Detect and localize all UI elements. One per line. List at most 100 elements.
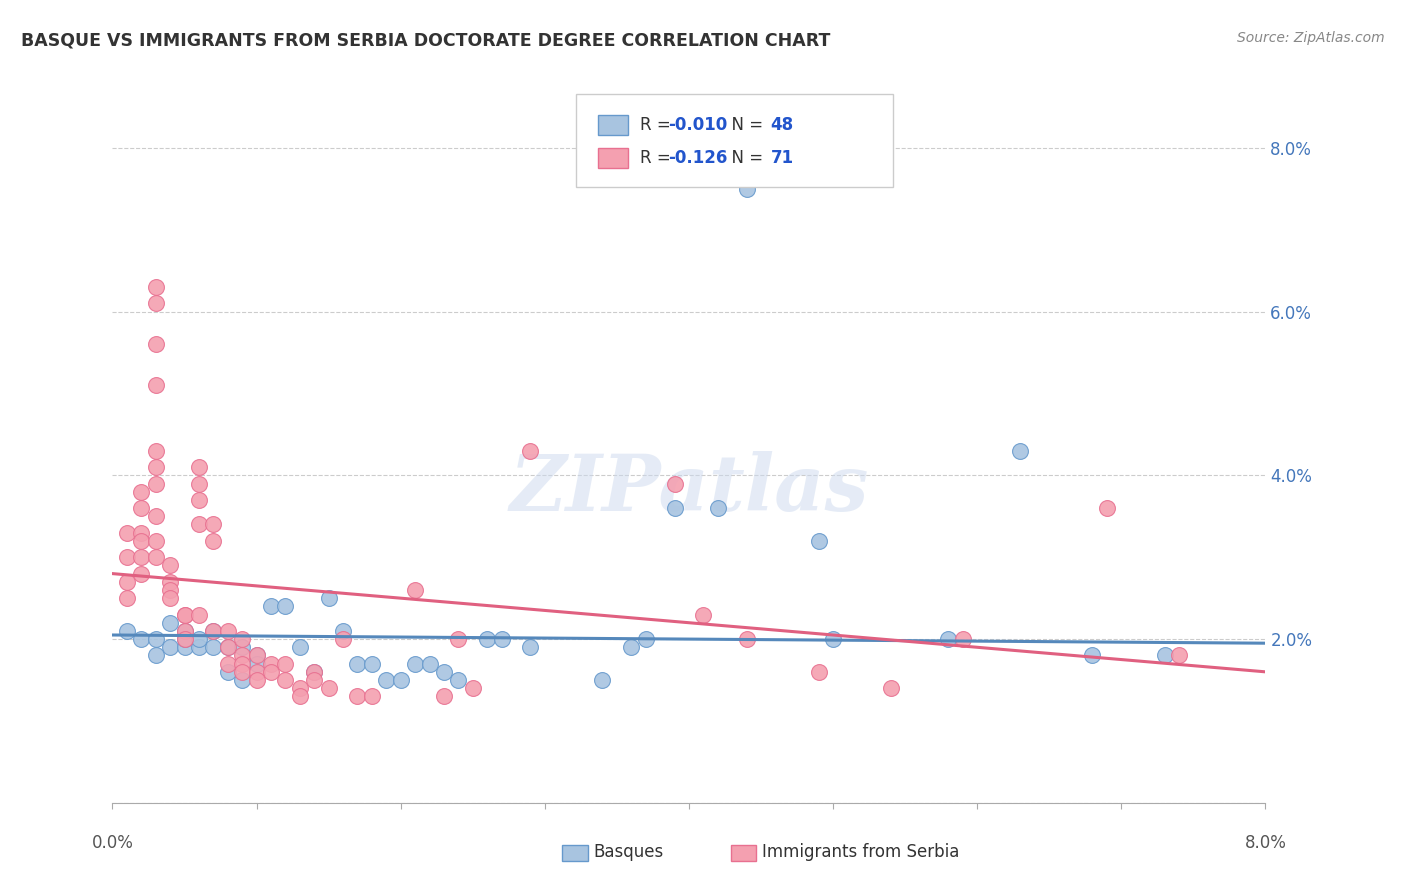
Text: -0.010: -0.010: [668, 116, 727, 134]
Point: [707, 501, 730, 516]
Text: BASQUE VS IMMIGRANTS FROM SERBIA DOCTORATE DEGREE CORRELATION CHART: BASQUE VS IMMIGRANTS FROM SERBIA DOCTORA…: [21, 31, 831, 49]
Text: 8.0%: 8.0%: [1244, 834, 1286, 852]
Point: [274, 673, 297, 687]
Point: [433, 665, 456, 679]
Point: [952, 632, 974, 646]
Point: [1095, 501, 1118, 516]
Point: [129, 484, 153, 499]
Point: [620, 640, 643, 655]
Point: [346, 657, 368, 671]
Point: [188, 492, 211, 507]
Point: [246, 648, 269, 663]
Point: [735, 182, 758, 196]
Text: N =: N =: [721, 149, 769, 167]
Point: [664, 476, 686, 491]
Point: [735, 632, 758, 646]
Point: [159, 591, 181, 606]
Point: [173, 624, 195, 638]
Point: [447, 673, 470, 687]
Point: [159, 615, 181, 630]
Point: [145, 443, 167, 458]
Point: [173, 607, 195, 622]
Point: [202, 533, 225, 548]
Point: [821, 632, 844, 646]
Point: [304, 665, 326, 679]
Point: [129, 550, 153, 565]
Point: [231, 665, 253, 679]
Point: [231, 640, 253, 655]
Point: [145, 378, 167, 392]
Point: [447, 632, 470, 646]
Point: [246, 648, 269, 663]
Point: [592, 673, 614, 687]
Point: [217, 640, 239, 655]
Point: [260, 665, 283, 679]
Point: [246, 673, 269, 687]
Point: [880, 681, 903, 696]
Point: [173, 632, 195, 646]
Point: [1167, 648, 1189, 663]
Point: [159, 640, 181, 655]
Point: [519, 640, 541, 655]
Point: [188, 517, 211, 532]
Point: [115, 550, 138, 565]
Point: [807, 533, 830, 548]
Point: [491, 632, 513, 646]
Point: [217, 657, 239, 671]
Point: [519, 443, 541, 458]
Point: [332, 632, 354, 646]
Point: [461, 681, 484, 696]
Point: [288, 690, 311, 704]
Point: [217, 624, 239, 638]
Point: [360, 657, 382, 671]
Point: [938, 632, 960, 646]
Point: [217, 640, 239, 655]
Point: [145, 337, 167, 351]
Point: [188, 460, 211, 475]
Point: [1081, 648, 1104, 663]
Point: [115, 525, 138, 540]
Point: [231, 648, 253, 663]
Point: [115, 591, 138, 606]
Point: [188, 640, 211, 655]
Point: [246, 665, 269, 679]
Point: [260, 657, 283, 671]
Point: [274, 657, 297, 671]
Point: [304, 665, 326, 679]
Point: [159, 582, 181, 597]
Point: [159, 574, 181, 589]
Point: [475, 632, 498, 646]
Point: [159, 558, 181, 573]
Text: R =: R =: [640, 149, 676, 167]
Point: [433, 690, 456, 704]
Point: [188, 476, 211, 491]
Text: 0.0%: 0.0%: [91, 834, 134, 852]
Point: [346, 690, 368, 704]
Text: ZIPatlas: ZIPatlas: [509, 451, 869, 528]
Point: [129, 525, 153, 540]
Point: [1153, 648, 1175, 663]
Point: [129, 566, 153, 581]
Point: [145, 460, 167, 475]
Point: [404, 657, 426, 671]
Point: [188, 632, 211, 646]
Point: [145, 296, 167, 310]
Point: [217, 665, 239, 679]
Point: [202, 640, 225, 655]
Point: [145, 550, 167, 565]
Point: [389, 673, 412, 687]
Point: [173, 640, 195, 655]
Point: [231, 632, 253, 646]
Point: [145, 632, 167, 646]
Text: R =: R =: [640, 116, 676, 134]
Point: [274, 599, 297, 614]
Point: [173, 632, 195, 646]
Point: [419, 657, 441, 671]
Text: -0.126: -0.126: [668, 149, 727, 167]
Point: [231, 657, 253, 671]
Point: [634, 632, 657, 646]
Point: [173, 624, 195, 638]
Point: [260, 599, 283, 614]
Point: [692, 607, 714, 622]
Point: [188, 607, 211, 622]
